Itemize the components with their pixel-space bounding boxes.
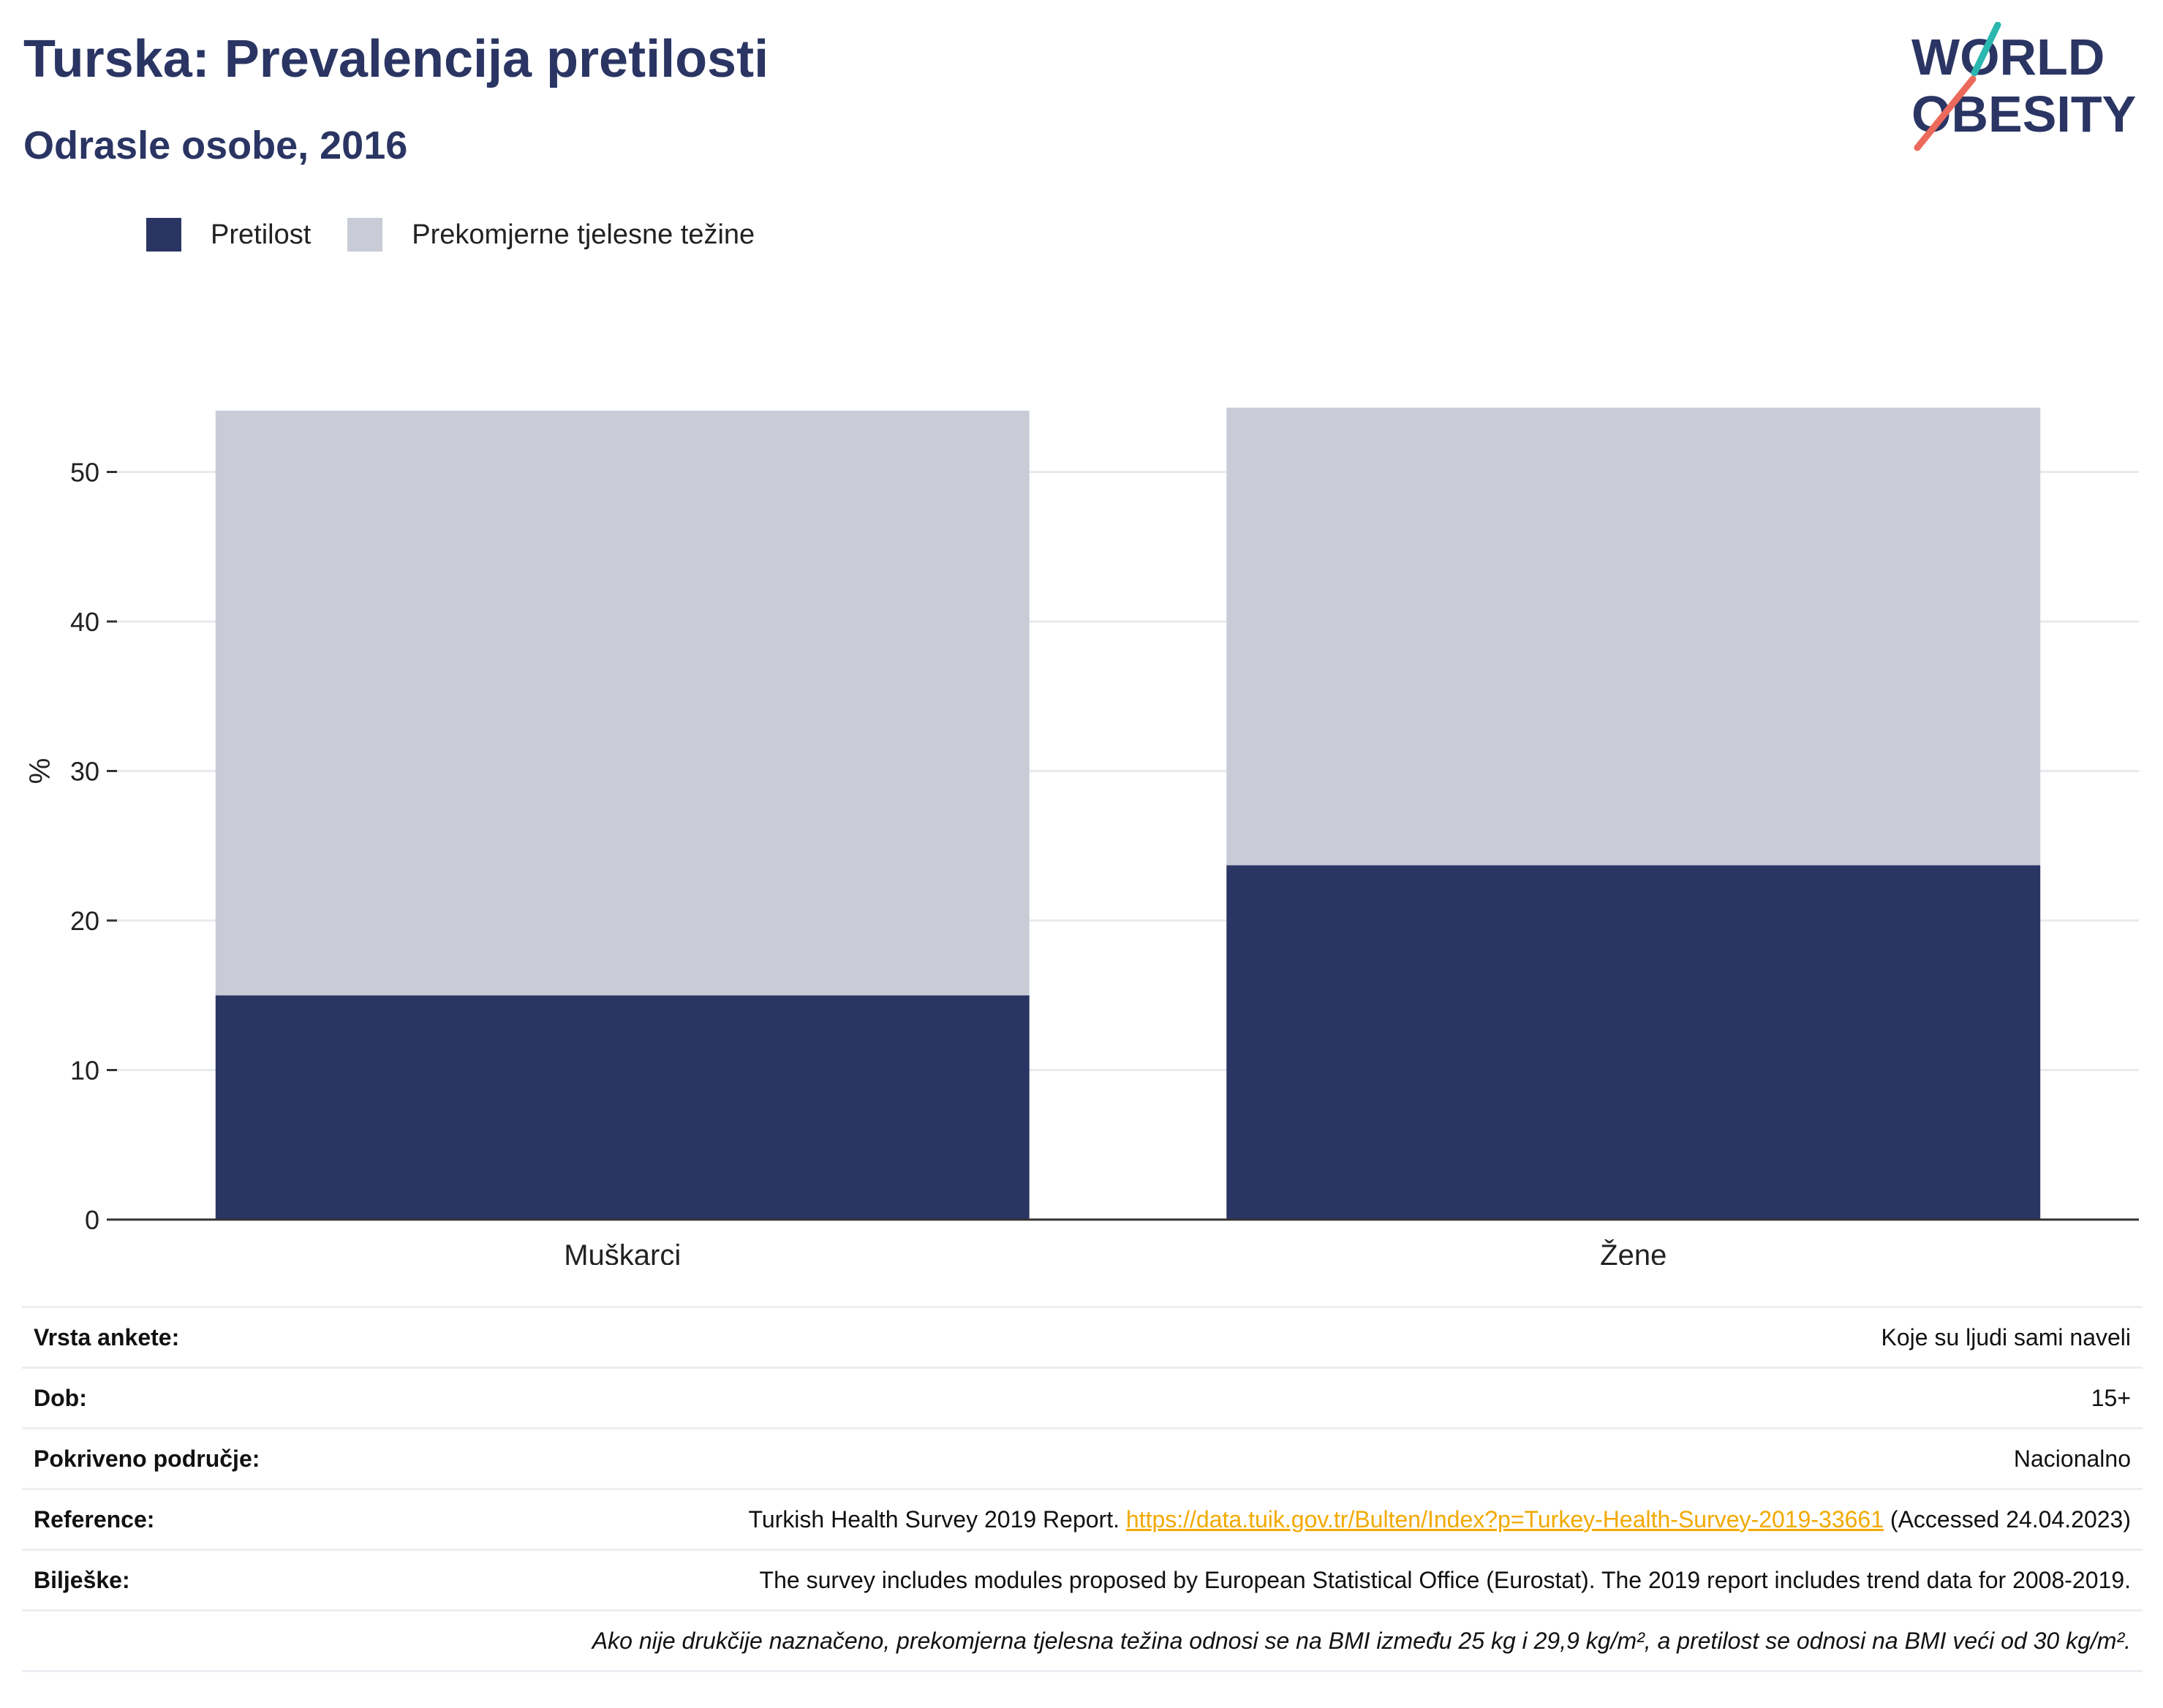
logo-word-1: WORLD (1911, 29, 2105, 86)
y-axis-label: % (24, 758, 56, 785)
info-row-notes: Bilješke: The survey includes modules pr… (22, 1549, 2143, 1609)
stacked-bar-chart: 0 10 20 30 40 50% Muškarci Žene (24, 407, 2139, 1265)
bar-prekomjerne-tjelesne-te-ine-0 (215, 410, 1030, 996)
info-label: Bilješke: (34, 1566, 130, 1593)
y-tick-label: 40 (70, 607, 99, 637)
legend-label-obesity: Pretilost (211, 219, 312, 250)
reference-text: Turkish Health Survey 2019 Report. (748, 1505, 1120, 1533)
logo-slash-coral (1914, 75, 1977, 151)
info-row-footnote: Ako nije drukčije naznačeno, prekomjerna… (22, 1609, 2143, 1672)
info-label: Dob: (34, 1384, 87, 1411)
page-title: Turska: Prevalencija pretilosti (23, 30, 769, 88)
info-row-coverage: Pokriveno područje: Nacionalno (22, 1427, 2143, 1488)
info-value: Nacionalno (2013, 1445, 2131, 1472)
reference-link[interactable]: https://data.tuik.gov.tr/Bulten/Index?p=… (1125, 1505, 1884, 1533)
bar-pretilost-0 (215, 995, 1030, 1220)
reference-accessed: (Accessed 24.04.2023) (1890, 1505, 2131, 1533)
info-label: Pokriveno područje: (34, 1445, 260, 1472)
info-row-reference: Reference: Turkish Health Survey 2019 Re… (22, 1488, 2143, 1549)
x-tick-label: Muškarci (564, 1239, 681, 1265)
legend-swatch-obesity (146, 218, 181, 252)
logo-word-2: OBESITY (1911, 86, 2136, 143)
legend-item-obesity[interactable]: Pretilost (146, 218, 311, 252)
bar-pretilost-1 (1226, 865, 2041, 1220)
info-row-age: Dob: 15+ (22, 1367, 2143, 1427)
logo-slash-teal (1971, 22, 2001, 77)
y-tick-label: 0 (85, 1205, 99, 1235)
y-tick-label: 10 (70, 1056, 99, 1086)
info-label: Reference: (34, 1505, 155, 1533)
x-tick-label: Žene (1600, 1239, 1666, 1265)
info-value: 15+ (2091, 1384, 2131, 1411)
info-value: The survey includes modules proposed by … (759, 1566, 2131, 1593)
reference-value: Turkish Health Survey 2019 Report. https… (748, 1506, 2131, 1533)
bar-prekomjerne-tjelesne-te-ine-1 (1226, 407, 2041, 866)
info-row-survey-type: Vrsta ankete: Koje su ljudi sami naveli (22, 1306, 2143, 1367)
page-subtitle: Odrasle osobe, 2016 (23, 124, 408, 167)
legend-item-overweight[interactable]: Prekomjerne tjelesne težine (347, 218, 755, 252)
legend-label-overweight: Prekomjerne tjelesne težine (412, 219, 755, 250)
legend-swatch-overweight (347, 218, 383, 252)
info-label: Vrsta ankete: (34, 1323, 180, 1350)
y-tick-label: 50 (70, 458, 99, 488)
world-obesity-logo: WORLD OBESITY (1911, 22, 2136, 151)
y-tick-label: 20 (70, 906, 99, 936)
survey-info-table: Vrsta ankete: Koje su ljudi sami naveli … (22, 1306, 2143, 1672)
y-tick-label: 30 (70, 757, 99, 787)
footnote-text: Ako nije drukčije naznačeno, prekomjerna… (592, 1627, 2131, 1654)
info-value: Koje su ljudi sami naveli (1881, 1323, 2132, 1350)
chart-legend: Pretilost Prekomjerne tjelesne težine (146, 218, 791, 252)
